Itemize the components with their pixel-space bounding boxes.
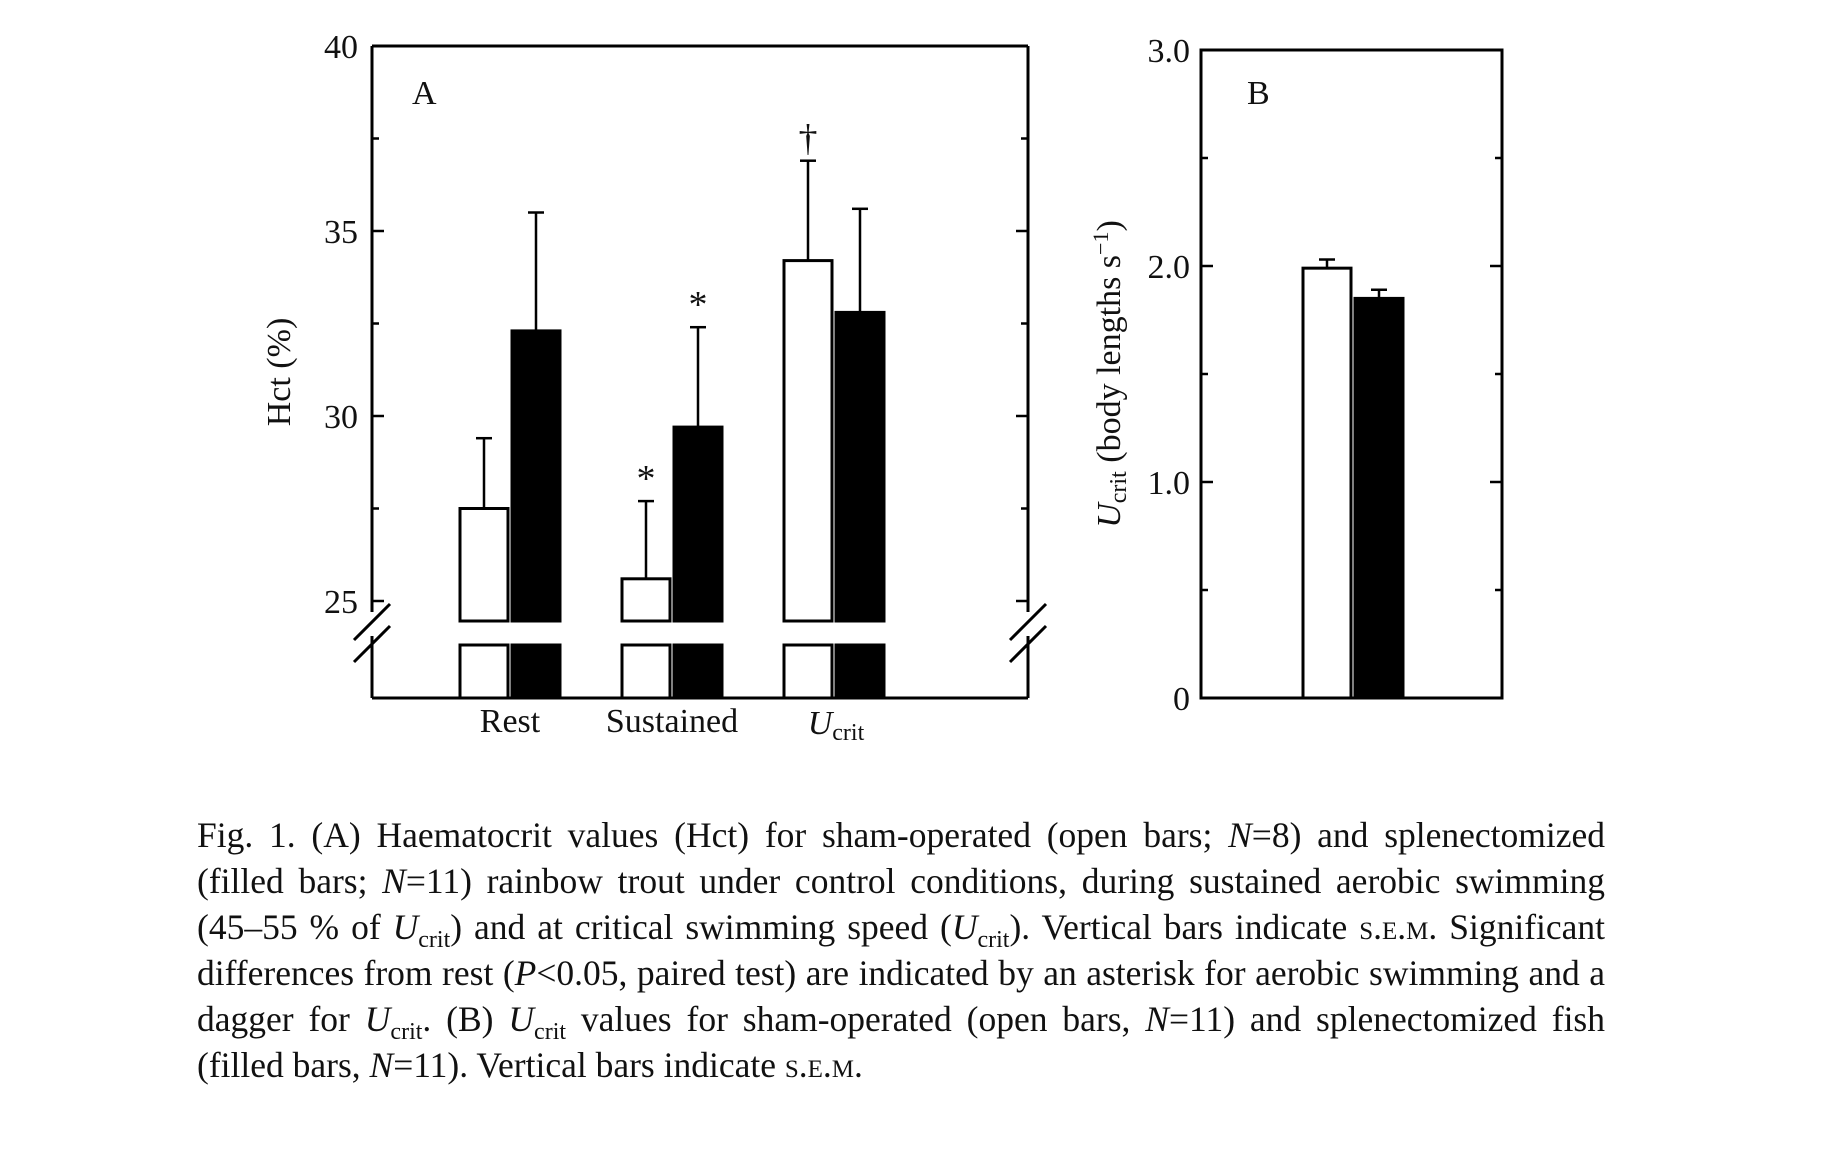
x-category-label: Ucrit: [808, 705, 865, 746]
caption-fragment: U: [392, 907, 419, 947]
caption-fragment: . (B): [422, 999, 509, 1039]
caption-fragment: ) and at critical swimming speed (: [450, 907, 952, 947]
caption-fragment: values for sham-operated (open bars,: [566, 999, 1146, 1039]
bar-filled-stub: [834, 643, 886, 700]
bar-open: [458, 507, 510, 623]
bar-open-stub: [458, 643, 510, 700]
caption-fragment: crit: [534, 1019, 567, 1046]
y-tick-label: 25: [324, 584, 358, 621]
caption-fragment: U: [364, 999, 391, 1039]
caption-fragment: N: [369, 1045, 394, 1085]
y-tick-label: 1.0: [1148, 465, 1191, 502]
caption-fragment: U: [508, 999, 535, 1039]
x-category-label: Rest: [480, 703, 541, 740]
caption-fragment: Fig. 1. (A) Haematocrit values (Hct) for…: [197, 815, 1229, 855]
bar-filled: [672, 425, 724, 623]
bar-open: [782, 259, 834, 623]
significance-dagger: †: [799, 118, 818, 160]
caption-fragment: =8) and splenectomized (filled bars;: [197, 815, 1605, 901]
bar-open-stub: [782, 643, 834, 700]
panel-a-haematocrit-chart: 25 30 35 40 Hct (%) A * * † Rest Sustained Ucrit: [261, 29, 1048, 746]
bar-filled: [1353, 296, 1405, 700]
caption-fragment: .: [854, 1045, 863, 1085]
bar-open-stub: [620, 643, 672, 700]
y-tick-label: 40: [324, 29, 358, 66]
caption-fragment: <0.05, paired test) are indicated by an …: [197, 953, 1605, 1039]
axis-break-mark-left: [352, 602, 392, 642]
caption-fragment: =11) rainbow trout under control conditi…: [197, 861, 1605, 947]
panel-label-b: B: [1247, 75, 1270, 112]
significance-asterisk: *: [689, 284, 708, 326]
y-tick-label: 30: [324, 399, 358, 436]
caption-fragment: . Significant differences from rest (: [197, 907, 1606, 993]
caption-fragment: crit: [418, 927, 451, 954]
figure: 25 30 35 40 Hct (%) A * * † Rest Sustained Ucrit 0 1…: [261, 29, 1504, 746]
caption-fragment: crit: [977, 927, 1010, 954]
panel-label-a: A: [412, 75, 437, 112]
caption-fragment: N: [1228, 815, 1252, 855]
bar-filled-stub: [510, 643, 562, 700]
significance-asterisk: *: [637, 458, 656, 500]
caption-fragment: =11) and splenectomized fish (filled bar…: [197, 999, 1605, 1085]
y-tick-label: 3.0: [1148, 33, 1191, 70]
axis-break-mark-right: [1008, 602, 1048, 642]
axis-break-mark-left: [352, 624, 392, 664]
bar-filled-stub: [672, 643, 724, 700]
caption-fragment: N: [1145, 999, 1169, 1039]
y-tick-label: 0: [1173, 681, 1190, 718]
caption-fragment: U: [951, 907, 978, 947]
caption-fragment: crit: [390, 1019, 423, 1046]
axis-break-mark-right: [1008, 624, 1048, 664]
caption-text: Fig. 1. (A) Haematocrit values (Hct) for…: [197, 812, 1605, 1088]
caption-fragment: =11). Vertical bars indicate: [393, 1045, 785, 1085]
x-category-label: Sustained: [606, 703, 738, 740]
y-axis-label: Ucrit (body lengths s−1): [1088, 220, 1132, 528]
caption-fragment: s.e.m: [1359, 907, 1429, 947]
caption-fragment: N: [382, 861, 406, 901]
caption-fragment: ). Vertical bars indicate: [1009, 907, 1360, 947]
caption-fragment: P: [514, 953, 537, 993]
y-axis-label: Hct (%): [261, 318, 298, 427]
figure-caption: Fig. 1. (A) Haematocrit values (Hct) for…: [197, 812, 1605, 1088]
bar-filled: [510, 329, 562, 623]
bar-filled: [834, 310, 886, 623]
y-tick-label: 35: [324, 214, 358, 251]
panel-b-ucrit-chart: 0 1.0 2.0 3.0 Ucrit (body lengths s−1) B: [1088, 33, 1504, 718]
bar-open: [620, 577, 672, 623]
caption-fragment: s.e.m: [784, 1045, 855, 1085]
bar-open: [1301, 266, 1353, 700]
y-tick-label: 2.0: [1148, 249, 1191, 286]
